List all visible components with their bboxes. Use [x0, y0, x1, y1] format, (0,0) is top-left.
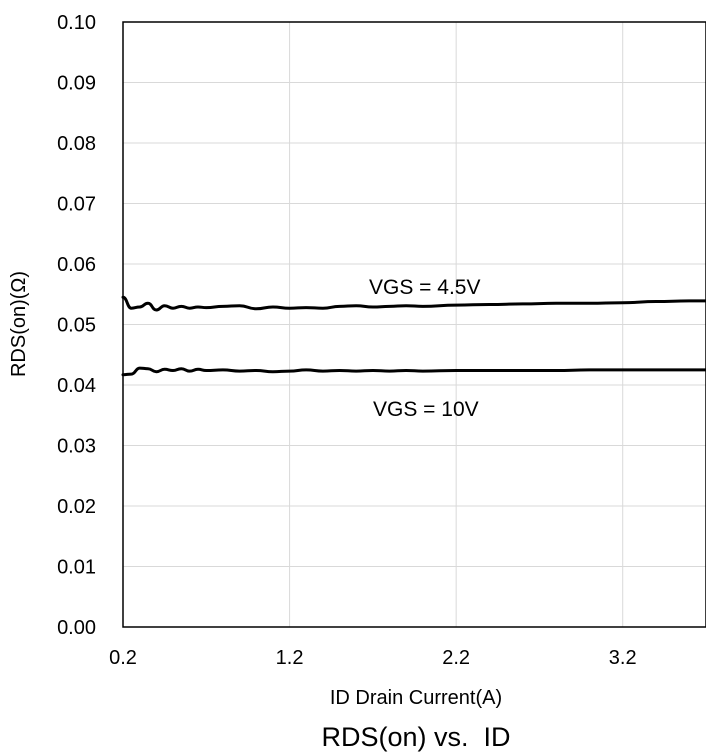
- y-tick-label: 0.02: [57, 496, 96, 518]
- x-tick-label: 0.2: [109, 647, 137, 669]
- y-tick-label: 0.09: [57, 73, 96, 95]
- series-line-vgs-10v: [121, 366, 706, 377]
- series-line-vgs-4-5v: [121, 295, 706, 312]
- y-tick-label: 0.07: [57, 194, 96, 216]
- plot-frame: [122, 21, 706, 628]
- chart-title: RDS(on) vs. ID: [321, 722, 510, 752]
- y-axis-label: RDS(on)(Ω): [8, 271, 30, 377]
- y-tick-label: 0.04: [57, 375, 96, 397]
- y-tick-label: 0.05: [57, 315, 96, 337]
- y-tick-label: 0.03: [57, 436, 96, 458]
- x-tick-label: 1.2: [276, 647, 304, 669]
- y-axis-ticks: 0.00 0.01 0.02 0.03 0.04 0.05 0.06 0.07 0.08 0.09…: [57, 12, 96, 639]
- y-tick-label: 0.08: [57, 133, 96, 155]
- annotation-vgs-10v: VGS = 10V: [373, 398, 479, 421]
- y-tick-label: 0.00: [57, 617, 96, 639]
- annotation-vgs-4-5v: VGS = 4.5V: [369, 276, 480, 299]
- x-axis-label: ID Drain Current(A): [330, 687, 502, 709]
- x-tick-label: 3.2: [609, 647, 637, 669]
- x-tick-label: 2.2: [442, 647, 470, 669]
- data-series: [121, 295, 706, 377]
- x-axis-ticks: 0.2 1.2 2.2 3.2: [109, 647, 637, 669]
- y-tick-label: 0.06: [57, 254, 96, 276]
- gridlines: [122, 21, 706, 628]
- y-tick-label: 0.01: [57, 557, 96, 579]
- y-tick-label: 0.10: [57, 12, 96, 34]
